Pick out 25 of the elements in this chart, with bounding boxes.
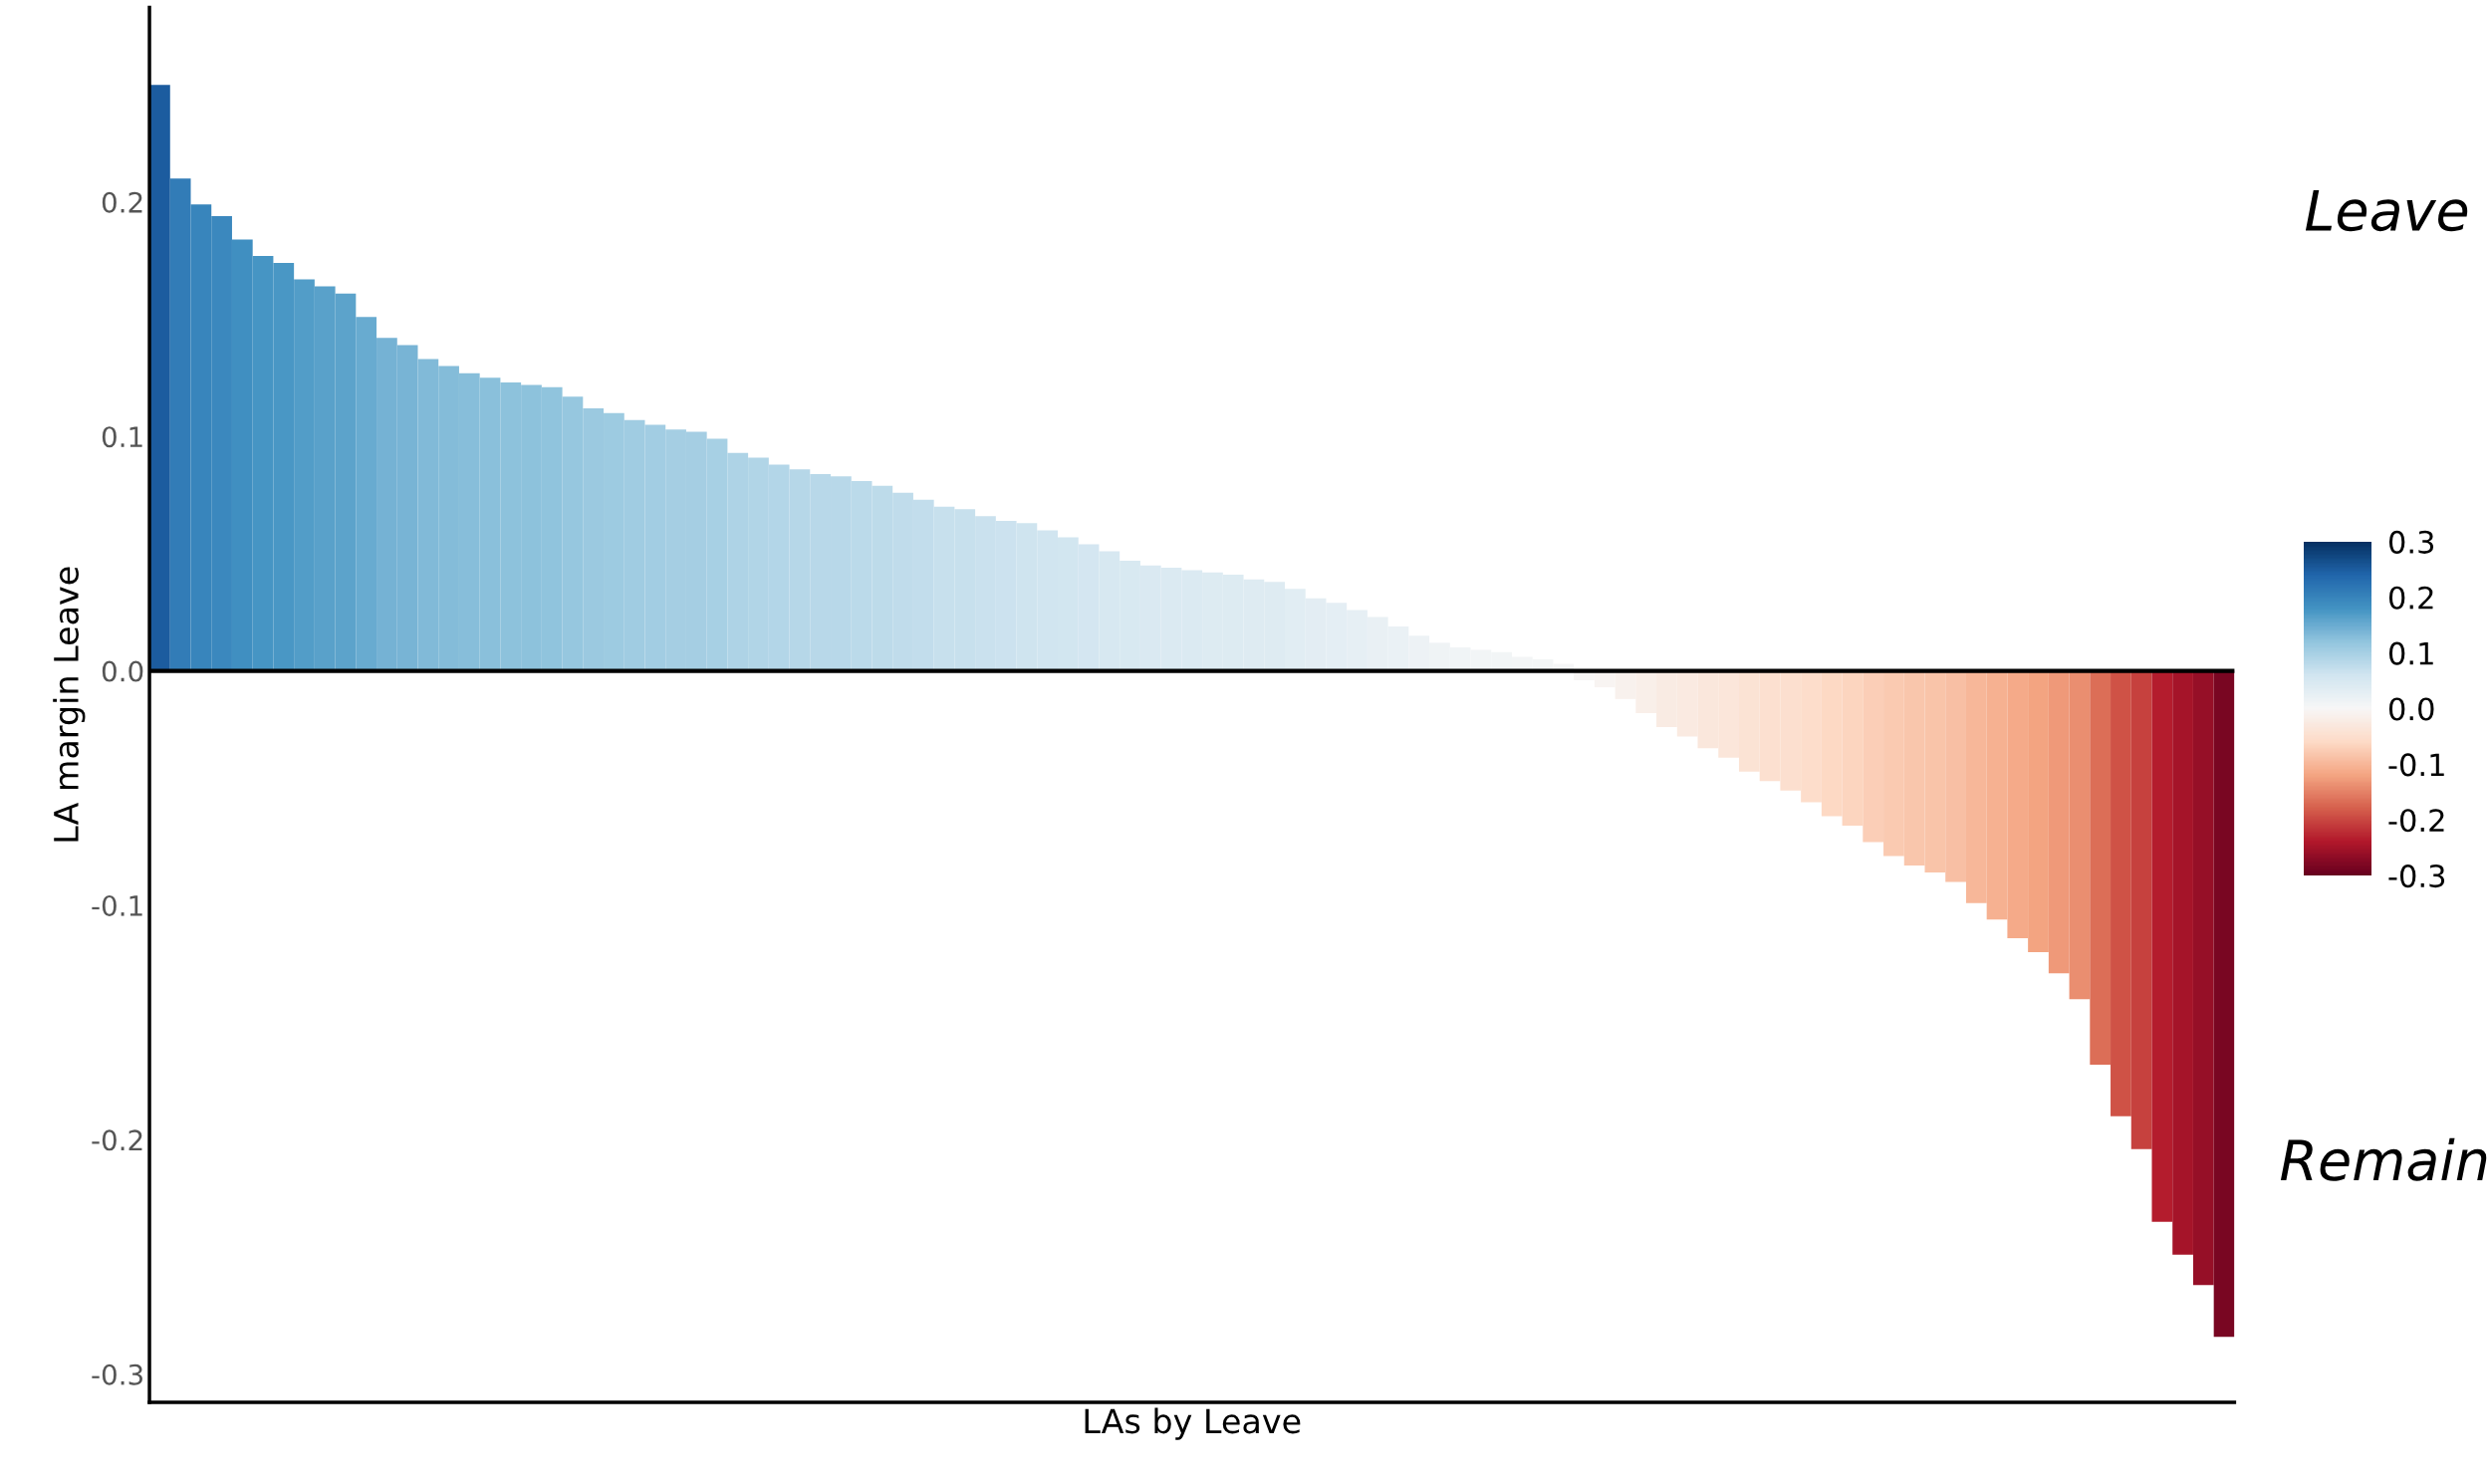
y-tick-label: 0.2	[102, 191, 142, 213]
bar	[2172, 670, 2193, 1255]
color-bar-label: 0.1	[2388, 641, 2433, 665]
bar	[2090, 670, 2112, 1066]
y-tick-label: -0.3	[92, 1363, 142, 1385]
y-tick-label: 0.1	[102, 426, 142, 448]
bar	[2151, 670, 2173, 1222]
color-bar-label: -0.3	[2388, 865, 2445, 888]
text: Leave	[2305, 189, 2468, 232]
bar	[2130, 670, 2152, 1149]
y-axis-title: LA margin Leave	[53, 567, 86, 842]
color-bar-label: 0.3	[2388, 530, 2434, 554]
bar	[2192, 670, 2214, 1286]
bar	[2213, 670, 2235, 1338]
color-bar-label: 0.2	[2388, 586, 2433, 610]
y-tick-label: 0.0	[102, 660, 143, 682]
bar	[149, 85, 170, 671]
color-bar-label: -0.1	[2388, 753, 2444, 777]
x-axis-title: LAs by Leave	[1085, 1407, 1301, 1440]
bar	[2111, 670, 2131, 1116]
color-bar-label: 0.0	[2388, 697, 2434, 721]
text: Remain	[2280, 1137, 2487, 1181]
color-bar-label: -0.2	[2388, 809, 2444, 833]
y-tick-label: -0.1	[92, 894, 142, 916]
y-tick-label: -0.2	[92, 1129, 142, 1151]
